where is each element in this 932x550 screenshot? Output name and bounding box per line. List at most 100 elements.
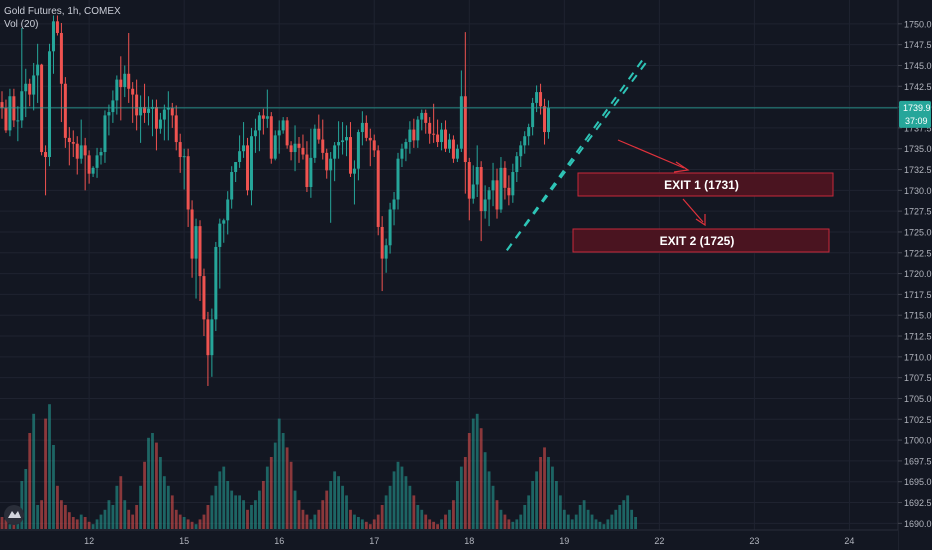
candle-body [376, 150, 380, 227]
candle-body [491, 180, 495, 191]
volume-bar [353, 514, 356, 529]
candle-body [226, 199, 230, 221]
candle-body [388, 209, 392, 246]
volume-bar [511, 521, 515, 529]
volume-bar [246, 509, 249, 529]
volume-bar [404, 476, 408, 529]
exit-annotations[interactable]: EXIT 1 (1731) EXIT 2 (1725) [572, 139, 834, 253]
candle-body [147, 108, 151, 113]
candle-body [257, 115, 261, 131]
volume-indicator-label[interactable]: Vol (20) [4, 19, 39, 30]
candle-body [428, 122, 432, 134]
price-axis-label: 1717.5 [904, 290, 932, 300]
volume-bar [634, 517, 637, 529]
candle-body [479, 167, 483, 212]
candle-body [51, 21, 55, 52]
candle-body [345, 137, 349, 141]
volume-bar [214, 485, 218, 529]
candle-body [170, 107, 174, 116]
candle-body [83, 145, 87, 156]
candle-body [36, 64, 40, 76]
volume-bar [329, 481, 333, 529]
time-axis-bg [0, 530, 898, 550]
time-axis[interactable]: 12 15 16 17 18 19 22 23 24 [0, 529, 898, 550]
volume-bar [277, 418, 281, 529]
volume-bar [36, 505, 40, 529]
volume-bar [531, 481, 535, 529]
volume-bar [202, 514, 206, 529]
candle-body [242, 145, 246, 152]
volume-bar [400, 466, 404, 529]
tv-logo[interactable] [4, 505, 24, 525]
volume-bar [258, 490, 261, 529]
candle-body [416, 119, 420, 141]
price-axis-label: 1697.5 [904, 456, 932, 466]
candle-body [16, 120, 20, 122]
volume-bar [602, 524, 606, 529]
candle-body [527, 127, 531, 137]
volume-bar [147, 437, 150, 529]
volume-bar [372, 519, 376, 529]
trendlines[interactable] [506, 58, 650, 251]
volume-bar [293, 490, 297, 529]
volume-bar [543, 447, 546, 529]
candle-body [420, 112, 424, 120]
price-axis-label: 1747.5 [904, 40, 932, 50]
volume-bar [547, 457, 550, 529]
candle-body [44, 152, 48, 158]
time-axis-label: 18 [464, 536, 474, 546]
volume-bar [87, 521, 91, 529]
candle-body [471, 184, 475, 199]
volume-bar [610, 514, 614, 529]
candle-body [523, 136, 527, 146]
exit-label: EXIT 1 (1731) [664, 178, 739, 192]
volume-bar [598, 521, 602, 529]
volume-bar [24, 469, 28, 529]
time-axis-label: 19 [559, 536, 569, 546]
volume-bar [194, 524, 198, 529]
candle-body [531, 102, 535, 128]
volume-bar [333, 471, 337, 529]
volume-bar [360, 519, 364, 529]
volume-bar [123, 500, 127, 529]
volume-bar [503, 514, 507, 529]
candle-body [539, 92, 543, 107]
volume-bar [131, 514, 135, 529]
candle-body [424, 112, 428, 123]
time-axis-label: 24 [844, 536, 854, 546]
volume-bar [570, 519, 574, 529]
price-axis[interactable]: 1690.0 1692.5 1695.0 1697.5 1700.0 1702.5 1705… [897, 0, 932, 550]
trendline-dashed[interactable] [506, 58, 650, 251]
volume-bar [463, 457, 467, 529]
candle-body [20, 91, 24, 121]
price-axis-label: 1732.5 [904, 165, 932, 175]
volume-bar [368, 524, 372, 529]
volume-bar [313, 514, 317, 529]
volume-bar [186, 519, 190, 529]
price-axis-label: 1690.0 [904, 519, 932, 529]
candles [0, 15, 550, 386]
volume-bar [162, 476, 166, 529]
exit-box[interactable] [572, 228, 830, 253]
volume-bar [499, 509, 503, 529]
volume-bar [380, 505, 384, 529]
candle-body [107, 112, 111, 116]
price-axis-label: 1700.0 [904, 436, 932, 446]
current-price-tag: 1739.9 37:09 [899, 100, 931, 128]
candle-body [210, 319, 214, 356]
candle-body [546, 107, 550, 133]
volume-bar [261, 481, 265, 529]
volume-bar [103, 509, 107, 529]
volume-bar [432, 521, 436, 529]
candle-body [475, 167, 479, 185]
volume-bar [606, 519, 610, 529]
candle-body [253, 130, 257, 137]
volume-bar [83, 517, 87, 529]
candle-body [67, 137, 71, 143]
exit-box[interactable] [577, 172, 834, 197]
candle-body [511, 172, 515, 196]
symbol-title[interactable]: Gold Futures, 1h, COMEX [4, 6, 121, 17]
volume-bar [325, 490, 329, 529]
tv-logo-mark [8, 511, 21, 518]
